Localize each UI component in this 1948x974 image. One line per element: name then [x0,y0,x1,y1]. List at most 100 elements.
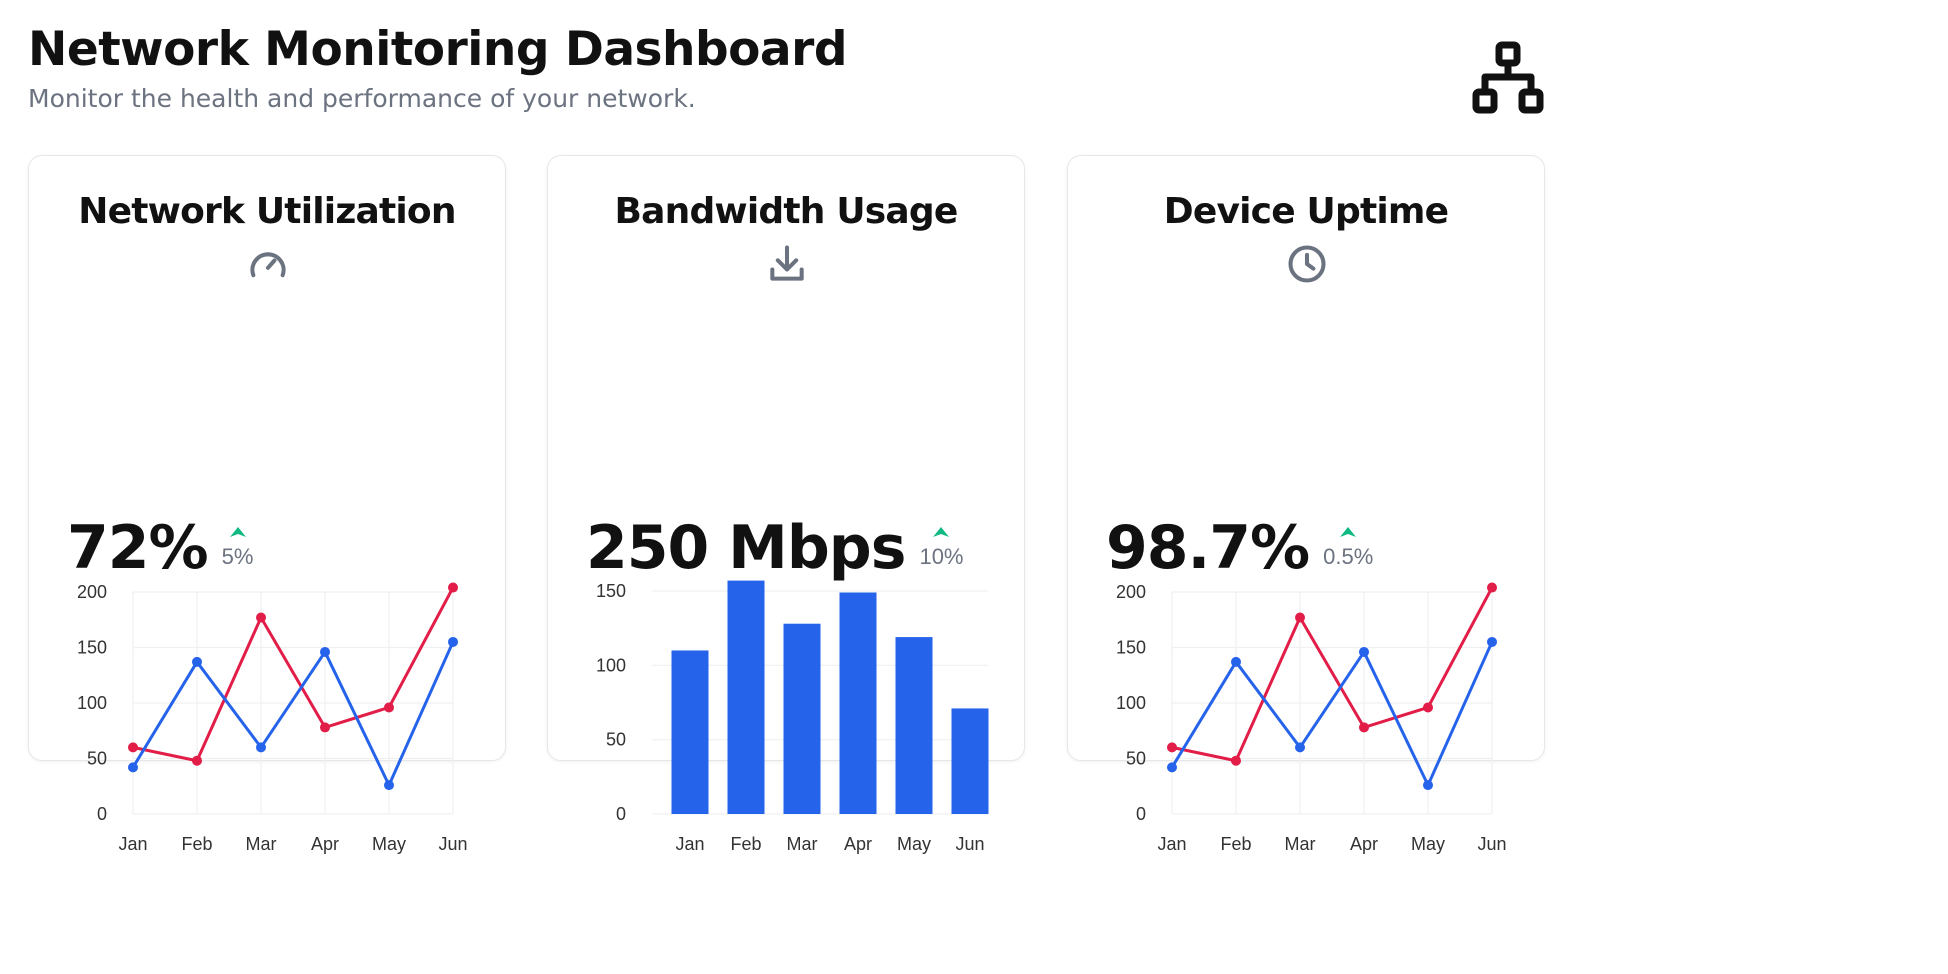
page-subtitle: Monitor the health and performance of yo… [28,84,696,114]
metric: 250 Mbps 10% [586,512,964,584]
data-point [320,722,330,733]
network-icon [1472,41,1544,114]
data-point [1167,762,1177,773]
page-title: Network Monitoring Dashboard [28,22,847,77]
trend-value: 0.5% [1323,544,1374,569]
data-point [1423,702,1433,713]
x-tick-label: Jan [1157,834,1186,854]
y-tick-label: 200 [77,582,107,602]
x-tick-label: Jun [1477,834,1506,854]
series-line [131,586,455,763]
data-point [1295,742,1305,753]
x-tick-label: Mar [246,834,277,854]
data-point [128,742,138,753]
data-point [192,755,202,766]
trend: 10% [919,526,964,570]
data-point [448,636,458,647]
x-tick-label: Jan [675,834,704,854]
data-point [1487,636,1497,647]
data-point [384,702,394,713]
data-point [448,582,458,593]
data-point [128,762,138,773]
trend: 0.5% [1323,526,1373,570]
trend-up-icon [933,527,950,537]
x-tick-label: Feb [1220,834,1251,854]
y-tick-label: 50 [606,730,626,750]
bandwidth-usage-chart: 0 50 100 150 Jan Feb Mar Apr May Jun [596,580,989,854]
y-tick-label: 0 [1136,804,1146,824]
trend-value: 10% [919,544,964,569]
x-tick-label: Jun [955,834,984,854]
trend-up-icon [229,527,246,537]
card-title: Network Utilization [78,191,456,232]
x-tick-label: Apr [844,834,872,854]
y-tick-label: 0 [97,804,107,824]
x-tick-label: Feb [730,834,761,854]
data-point [1295,612,1305,623]
data-point [1423,780,1433,791]
clock-icon [1288,245,1326,283]
trend: 5% [221,526,254,570]
trend-value: 5% [221,544,254,569]
y-tick-label: 100 [1116,693,1146,713]
chart-axis: 0 50 100 150 200 Jan Feb Mar Apr May Jun [1116,582,1507,854]
metric: 98.7% 0.5% [1106,512,1373,584]
device-uptime-chart: 0 50 100 150 200 Jan Feb Mar Apr May Jun [1116,582,1507,854]
y-tick-label: 50 [1126,749,1146,769]
data-point [1359,722,1369,733]
line-series [128,582,458,766]
bar [727,580,765,814]
chart-axis: 0 50 100 150 Jan Feb Mar Apr May Jun [596,581,985,854]
y-tick-label: 200 [1116,582,1146,602]
series-line [1170,640,1494,787]
x-tick-label: Jun [438,834,467,854]
data-point [384,780,394,791]
network-utilization-card: Network Utilization 72% 5% 0 50 100 150 200 J… [28,155,506,854]
data-point [1167,742,1177,753]
data-point [1487,582,1497,593]
bar [839,592,877,814]
x-tick-label: Mar [787,834,818,854]
bar [951,708,989,814]
metric: 72% 5% [67,512,253,584]
chart-grid [1171,591,1493,815]
metric-value: 72% [67,513,209,583]
download-icon [770,245,804,281]
y-tick-label: 50 [87,749,107,769]
bar [783,623,821,814]
network-utilization-chart: 0 50 100 150 200 Jan Feb Mar Apr May Jun [77,582,468,854]
data-point [1231,656,1241,667]
card-title: Device Uptime [1163,191,1449,232]
x-tick-label: May [372,834,406,854]
line-series [128,636,458,791]
data-point [192,656,202,667]
data-point [256,742,266,753]
page-header: Network Monitoring Dashboard Monitor the… [28,22,847,114]
y-tick-label: 0 [616,804,626,824]
x-tick-label: Feb [181,834,212,854]
data-point [256,612,266,623]
x-tick-label: Mar [1285,834,1316,854]
trend-up-icon [1340,527,1357,537]
bar [895,637,933,814]
y-tick-label: 150 [596,581,626,601]
series-line [1170,586,1494,763]
x-tick-label: May [897,834,931,854]
bar-series [671,580,989,814]
x-tick-label: Apr [311,834,339,854]
bandwidth-usage-card: Bandwidth Usage 250 Mbps 10% 0 50 100 150 Ja… [547,155,1025,854]
line-series [1167,636,1497,791]
y-tick-label: 100 [77,693,107,713]
data-point [1231,755,1241,766]
chart-grid [132,591,454,815]
y-tick-label: 100 [596,655,626,675]
gauge-icon [250,252,286,278]
x-tick-label: Apr [1350,834,1378,854]
data-point [320,646,330,657]
metric-value: 98.7% [1106,513,1310,583]
x-tick-label: May [1411,834,1445,854]
metric-value: 250 Mbps [586,513,906,583]
device-uptime-card: Device Uptime 98.7% 0.5% 0 50 100 150 200 Jan… [1067,155,1545,854]
x-tick-label: Jan [118,834,147,854]
bar [671,650,709,814]
